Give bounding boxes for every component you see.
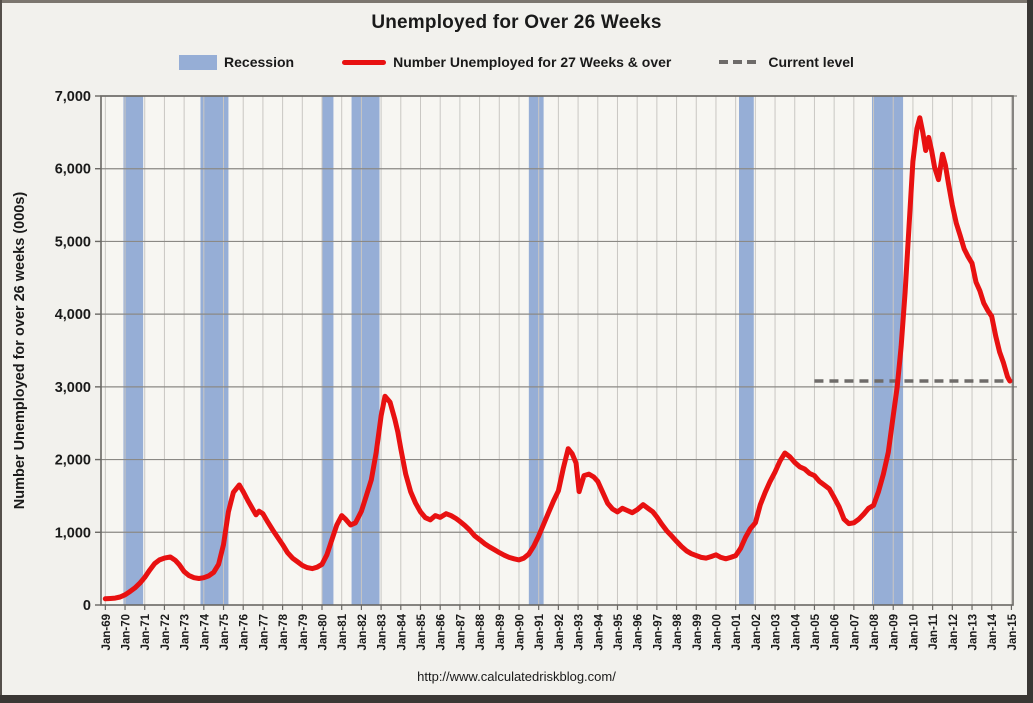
svg-text:Jan-08: Jan-08 xyxy=(869,613,881,650)
svg-text:Jan-93: Jan-93 xyxy=(574,614,586,650)
svg-text:Jan-88: Jan-88 xyxy=(475,613,487,650)
svg-text:Jan-73: Jan-73 xyxy=(180,614,192,650)
svg-text:2,000: 2,000 xyxy=(55,453,91,469)
svg-text:Jan-77: Jan-77 xyxy=(258,614,270,650)
svg-text:Jan-91: Jan-91 xyxy=(534,613,546,650)
page-title: Unemployed for Over 26 Weeks xyxy=(371,12,662,33)
svg-text:Jan-07: Jan-07 xyxy=(849,614,861,650)
svg-text:Jan-78: Jan-78 xyxy=(278,613,290,650)
svg-text:Jan-84: Jan-84 xyxy=(396,613,408,650)
legend-item-recession: Recession xyxy=(179,54,294,70)
svg-text:Jan-76: Jan-76 xyxy=(239,614,251,650)
legend-label-recession: Recession xyxy=(224,54,295,70)
svg-text:7,000: 7,000 xyxy=(55,89,91,105)
svg-text:Jan-06: Jan-06 xyxy=(830,614,842,650)
svg-text:Jan-13: Jan-13 xyxy=(968,614,980,650)
svg-text:Jan-01: Jan-01 xyxy=(731,613,743,650)
svg-text:Jan-00: Jan-00 xyxy=(711,614,723,650)
svg-text:Jan-80: Jan-80 xyxy=(318,614,330,650)
svg-text:Jan-04: Jan-04 xyxy=(790,613,802,650)
svg-text:Jan-72: Jan-72 xyxy=(160,614,172,650)
svg-text:Jan-11: Jan-11 xyxy=(928,613,940,649)
svg-text:Jan-96: Jan-96 xyxy=(633,614,645,650)
legend-item-current-level: Current level xyxy=(719,54,854,70)
svg-text:Jan-82: Jan-82 xyxy=(357,614,369,650)
svg-text:Jan-87: Jan-87 xyxy=(455,614,467,650)
svg-text:Jan-02: Jan-02 xyxy=(751,614,763,650)
svg-text:Jan-09: Jan-09 xyxy=(889,614,901,650)
svg-text:5,000: 5,000 xyxy=(55,234,91,250)
dash-swatch-icon xyxy=(719,60,762,64)
svg-text:3,000: 3,000 xyxy=(55,380,91,396)
chart-legend: Recession Number Unemployed for 27 Weeks… xyxy=(0,54,1033,70)
svg-text:4,000: 4,000 xyxy=(55,307,91,323)
svg-text:Jan-75: Jan-75 xyxy=(219,613,231,650)
svg-text:Jan-95: Jan-95 xyxy=(613,613,625,650)
svg-text:Jan-97: Jan-97 xyxy=(652,614,664,650)
legend-item-unemployed: Number Unemployed for 27 Weeks & over xyxy=(342,54,671,70)
svg-text:Number Unemployed for over 26: Number Unemployed for over 26 weeks (000… xyxy=(12,192,28,510)
svg-text:Jan-89: Jan-89 xyxy=(495,614,507,650)
svg-text:Jan-14: Jan-14 xyxy=(987,613,999,650)
svg-text:Jan-79: Jan-79 xyxy=(298,614,310,650)
svg-text:Jan-74: Jan-74 xyxy=(199,613,211,650)
svg-text:Jan-98: Jan-98 xyxy=(672,613,684,650)
recession-swatch-icon xyxy=(179,54,218,70)
svg-text:Jan-85: Jan-85 xyxy=(416,613,428,650)
legend-label-current-level: Current level xyxy=(768,54,854,70)
svg-text:Jan-92: Jan-92 xyxy=(554,614,566,650)
svg-text:Jan-86: Jan-86 xyxy=(436,614,448,650)
svg-text:0: 0 xyxy=(83,598,91,614)
svg-text:Jan-70: Jan-70 xyxy=(121,614,133,650)
svg-text:Jan-05: Jan-05 xyxy=(810,613,822,650)
image-border-top xyxy=(0,0,1033,3)
image-border-left xyxy=(0,0,2,703)
svg-text:Jan-71: Jan-71 xyxy=(140,613,152,650)
image-border-bottom xyxy=(0,695,1033,703)
svg-text:Jan-10: Jan-10 xyxy=(908,614,920,650)
svg-text:Jan-99: Jan-99 xyxy=(692,614,704,650)
svg-text:Jan-90: Jan-90 xyxy=(514,614,526,650)
image-border-right xyxy=(1027,0,1033,703)
svg-text:Jan-94: Jan-94 xyxy=(593,613,605,650)
svg-text:Jan-83: Jan-83 xyxy=(377,614,389,650)
svg-text:Jan-12: Jan-12 xyxy=(948,614,960,650)
source-url: http://www.calculatedriskblog.com/ xyxy=(417,669,616,684)
line-swatch-icon xyxy=(342,59,387,65)
svg-text:1,000: 1,000 xyxy=(55,525,91,541)
svg-text:Jan-03: Jan-03 xyxy=(771,614,783,650)
svg-text:Jan-81: Jan-81 xyxy=(337,613,349,650)
svg-text:6,000: 6,000 xyxy=(55,162,91,178)
svg-text:Jan-69: Jan-69 xyxy=(101,614,113,650)
legend-label-unemployed: Number Unemployed for 27 Weeks & over xyxy=(393,54,672,70)
svg-text:Jan-15: Jan-15 xyxy=(1007,613,1019,650)
